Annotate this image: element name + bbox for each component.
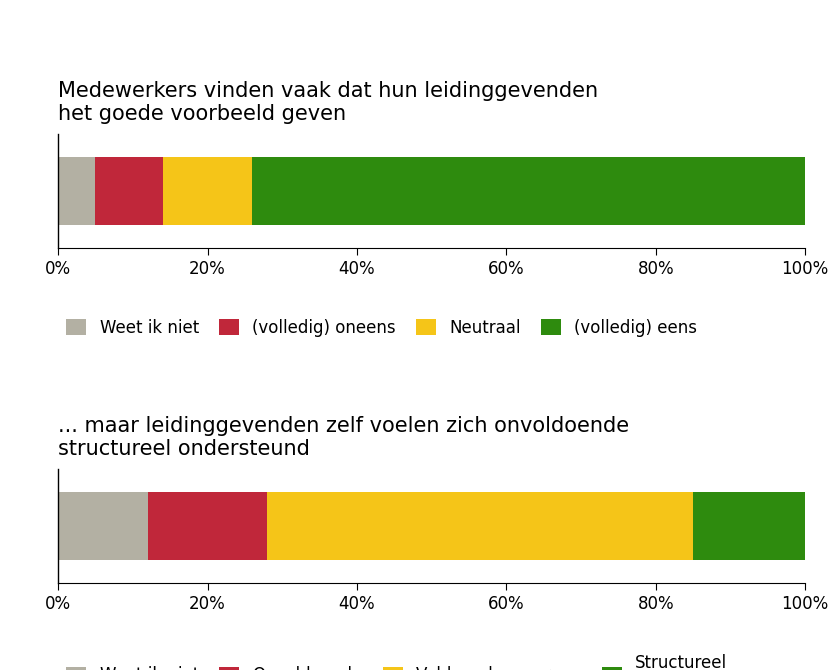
Legend: Weet ik niet, (volledig) oneens, Neutraal, (volledig) eens: Weet ik niet, (volledig) oneens, Neutraa… [66,319,697,337]
Bar [252,157,805,225]
Bar [95,157,163,225]
Bar [58,157,95,225]
Text: ... maar leidinggevenden zelf voelen zich onvoldoende
structureel ondersteund: ... maar leidinggevenden zelf voelen zic… [58,416,629,459]
Text: Medewerkers vinden vaak dat hun leidinggevenden
het goede voorbeeld geven: Medewerkers vinden vaak dat hun leidingg… [58,81,598,124]
Legend: Weet ik niet, Onvoldoende, Voldoende na vraag, Structureel
voldoende: Weet ik niet, Onvoldoende, Voldoende na … [66,654,727,670]
Bar [163,157,252,225]
Bar [267,492,693,560]
Bar [693,492,805,560]
Bar [58,492,148,560]
Bar [148,492,267,560]
